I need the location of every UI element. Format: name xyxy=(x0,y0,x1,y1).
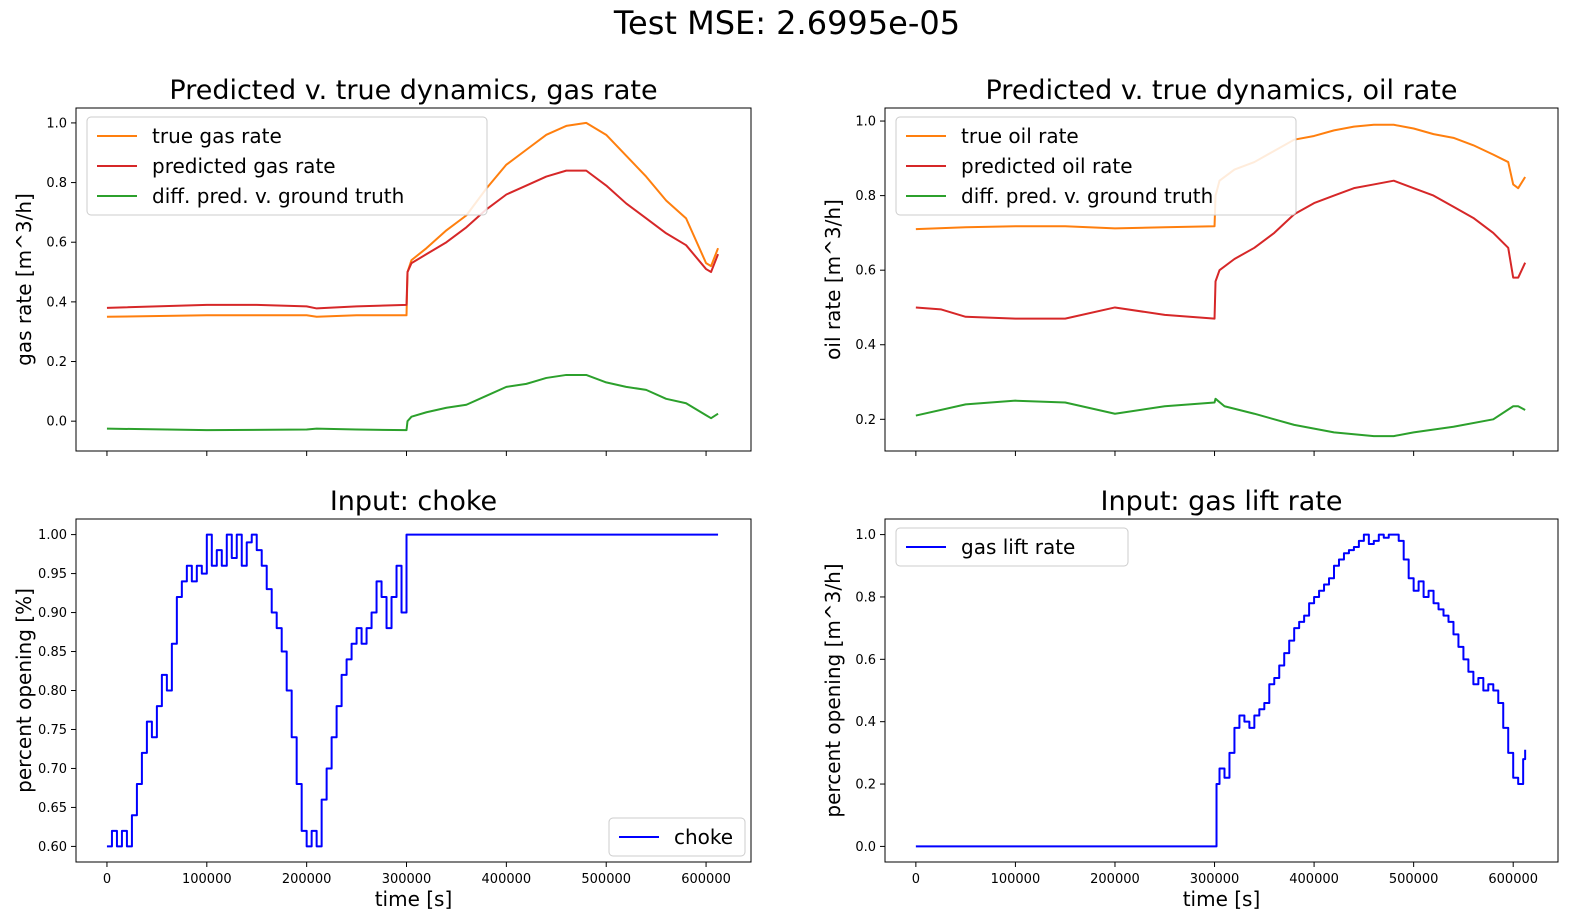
x-tick-label: 100000 xyxy=(991,872,1041,887)
y-tick-label: 0.4 xyxy=(855,715,876,730)
y-axis-label: percent opening [m^3/h] xyxy=(821,563,845,817)
y-tick-label: 0.80 xyxy=(38,684,67,699)
subplot-title: Input: gas lift rate xyxy=(1101,486,1343,517)
legend-box xyxy=(608,817,746,857)
legend-box xyxy=(895,116,1297,216)
x-tick-label: 500000 xyxy=(581,872,631,887)
y-tick-label: 0.75 xyxy=(38,723,67,738)
legend-entry: choke xyxy=(674,825,733,849)
legend-entry: predicted oil rate xyxy=(961,154,1133,178)
x-tick-label: 600000 xyxy=(1488,872,1538,887)
x-tick-label: 200000 xyxy=(282,872,332,887)
series-line-2 xyxy=(915,179,1527,320)
legend-box xyxy=(86,116,488,216)
y-tick-label: 0.2 xyxy=(855,778,876,793)
subplot-title: Input: choke xyxy=(330,486,497,517)
y-tick-label: 0.60 xyxy=(38,840,67,855)
subplot-2: Predicted v. true dynamics, oil rate oil … xyxy=(821,75,1559,456)
y-tick-label: 0.85 xyxy=(38,645,67,660)
subplot-title: Predicted v. true dynamics, gas rate xyxy=(169,75,657,106)
x-axis-label: time [s] xyxy=(375,887,453,911)
legend: gas lift rate xyxy=(895,527,1129,567)
legend-entry: diff. pred. v. ground truth xyxy=(152,184,404,208)
series-line-3 xyxy=(106,373,719,432)
series-line-1 xyxy=(915,533,1527,848)
legend-entry: predicted gas rate xyxy=(152,154,336,178)
x-tick-label: 300000 xyxy=(382,872,432,887)
plot-frame xyxy=(884,518,1559,863)
y-axis-label: gas rate [m^3/h] xyxy=(12,193,36,366)
legend-entry: true gas rate xyxy=(152,124,282,148)
legend-entry: true oil rate xyxy=(961,124,1079,148)
y-tick-label: 0.65 xyxy=(38,801,67,816)
subplot-1: Predicted v. true dynamics, gas rate gas … xyxy=(12,75,752,456)
y-tick-label: 0.2 xyxy=(46,355,67,370)
series-line-3 xyxy=(915,397,1526,438)
legend-box xyxy=(895,527,1129,567)
x-axis-label: time [s] xyxy=(1183,887,1261,911)
figure-title: Test MSE: 2.6995e-05 xyxy=(613,4,961,42)
series-line-1 xyxy=(106,533,719,848)
series-line-1 xyxy=(106,121,719,318)
y-tick-label: 1.0 xyxy=(855,115,876,130)
y-tick-label: 0.70 xyxy=(38,762,67,777)
y-tick-label: 1.0 xyxy=(46,116,67,131)
y-tick-label: 0.8 xyxy=(855,189,876,204)
x-tick-label: 0 xyxy=(912,872,920,887)
y-tick-label: 0.6 xyxy=(855,653,876,668)
y-tick-label: 0.6 xyxy=(46,236,67,251)
x-tick-label: 400000 xyxy=(482,872,532,887)
x-tick-label: 0 xyxy=(103,872,111,887)
plot-frame xyxy=(75,107,752,452)
series-line-1 xyxy=(915,123,1526,231)
y-tick-label: 0.90 xyxy=(38,606,67,621)
y-tick-label: 0.4 xyxy=(855,338,876,353)
y-tick-label: 0.0 xyxy=(46,415,67,430)
x-tick-label: 100000 xyxy=(182,872,232,887)
plot-frame xyxy=(884,107,1559,452)
y-tick-label: 1.0 xyxy=(855,528,876,543)
legend-entry: diff. pred. v. ground truth xyxy=(961,184,1213,208)
y-tick-label: 0.8 xyxy=(46,176,67,191)
y-axis-label: oil rate [m^3/h] xyxy=(821,199,845,360)
x-tick-label: 400000 xyxy=(1289,872,1339,887)
y-axis-label: percent opening [%] xyxy=(12,588,36,793)
plot-frame xyxy=(75,518,752,863)
y-tick-label: 1.00 xyxy=(38,528,67,543)
x-tick-label: 300000 xyxy=(1190,872,1240,887)
y-tick-label: 0.95 xyxy=(38,567,67,582)
y-tick-label: 0.8 xyxy=(855,590,876,605)
x-tick-label: 500000 xyxy=(1389,872,1439,887)
y-tick-label: 0.4 xyxy=(46,295,67,310)
legend: true oil rate predicted oil rate diff. pre… xyxy=(895,116,1297,216)
x-tick-label: 200000 xyxy=(1090,872,1140,887)
y-tick-label: 0.6 xyxy=(855,264,876,279)
legend-entry: gas lift rate xyxy=(961,535,1075,559)
subplot-4: Input: gas lift rate percent opening [m^3… xyxy=(821,486,1559,911)
x-tick-label: 600000 xyxy=(681,872,731,887)
subplot-3: Input: choke percent opening [%] time [s] 0… xyxy=(12,486,752,911)
legend: choke xyxy=(608,817,746,857)
y-tick-label: 0.2 xyxy=(855,413,876,428)
y-tick-label: 0.0 xyxy=(855,840,876,855)
legend: true gas rate predicted gas rate diff. pre… xyxy=(86,116,488,216)
series-line-2 xyxy=(106,169,719,310)
subplot-title: Predicted v. true dynamics, oil rate xyxy=(986,75,1458,106)
